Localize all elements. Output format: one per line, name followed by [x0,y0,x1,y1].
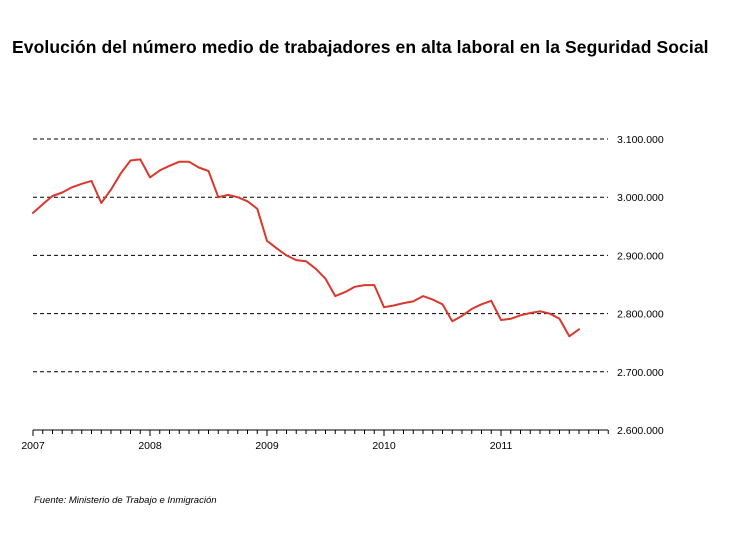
y-tick-label: 3.100.000 [617,134,664,146]
y-tick-label: 2.800.000 [617,309,664,321]
x-tick-label: 2009 [255,440,279,452]
series-group [32,158,580,338]
y-tick-label: 2.900.000 [617,250,664,262]
x-axis: 2007 2008 2009 2010 2011 [21,429,609,452]
x-tick-label: 2007 [21,440,45,452]
x-tick-label: 2010 [372,440,396,452]
y-tick-label: 3.000.000 [617,192,664,204]
x-tick-label: 2011 [490,440,513,452]
series-line [32,158,580,338]
y-axis-labels: 3.100.000 3.000.000 2.900.000 2.800.000 2.70… [617,134,664,437]
gridlines [33,138,608,373]
x-tick-label: 2008 [138,440,162,452]
y-tick-label: 2.700.000 [617,367,664,379]
y-tick-label: 2.600.000 [617,425,664,437]
source-note: Fuente: Ministerio de Trabajo e Inmigrac… [34,495,217,506]
chart-title: Evolución del número medio de trabajador… [12,37,709,57]
